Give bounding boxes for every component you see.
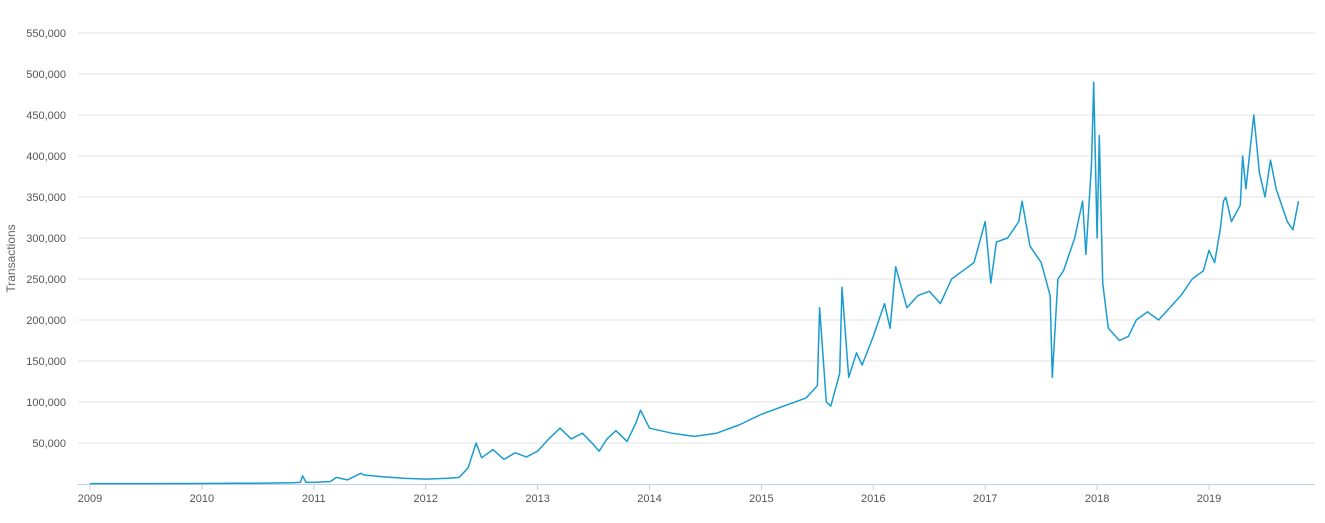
x-tick-label: 2010 [190, 493, 214, 505]
y-tick-label: 350,000 [26, 192, 66, 204]
x-tick-label: 2019 [1197, 493, 1221, 505]
x-axis-tick-labels: 2009 2010 2011 2012 2013 2014 2015 2016 2017 2018… [78, 484, 1221, 505]
x-tick-label: 2014 [637, 493, 661, 505]
series-line-transactions [90, 81, 1300, 485]
x-tick-label: 2012 [413, 493, 437, 505]
y-tick-label: 50,000 [32, 438, 66, 450]
x-tick-label: 2011 [302, 493, 326, 505]
x-tick-label: 2017 [973, 493, 997, 505]
y-tick-label: 550,000 [26, 28, 66, 40]
y-tick-label: 200,000 [26, 315, 66, 327]
y-tick-label: 400,000 [26, 151, 66, 163]
gridlines [78, 32, 1315, 444]
y-tick-label: 300,000 [26, 233, 66, 245]
y-tick-label: 500,000 [26, 69, 66, 81]
y-tick-label: 450,000 [26, 110, 66, 122]
y-axis-title: Transactions [4, 224, 18, 292]
x-tick-label: 2016 [861, 493, 885, 505]
y-tick-label: 150,000 [26, 356, 66, 368]
x-tick-label: 2015 [749, 493, 773, 505]
y-tick-label: 250,000 [26, 274, 66, 286]
x-tick-label: 2013 [525, 493, 549, 505]
x-tick-label: 2009 [78, 493, 102, 505]
y-axis-tick-labels: 50,000 100,000 150,000 200,000 250,000 300,00… [26, 28, 66, 450]
x-tick-label: 2018 [1085, 493, 1109, 505]
y-tick-label: 100,000 [26, 397, 66, 409]
